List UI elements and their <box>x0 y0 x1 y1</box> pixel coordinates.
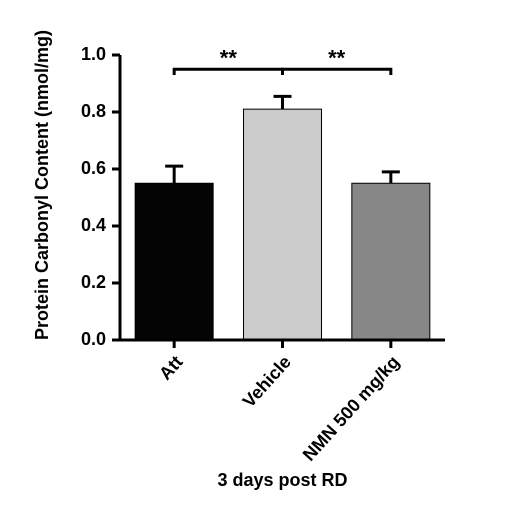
bar-chart-svg: ****0.00.20.40.60.81.0AttVehicleNMN 500 … <box>0 0 513 507</box>
bar <box>244 109 322 340</box>
y-tick-label: 0.2 <box>81 272 106 292</box>
y-axis-label: Protein Carbonyl Content (nmol/mg) <box>32 55 53 340</box>
y-tick-label: 0.6 <box>81 158 106 178</box>
bar <box>352 183 430 340</box>
bar <box>135 183 213 340</box>
significance-label: ** <box>220 45 238 70</box>
chart-container: ****0.00.20.40.60.81.0AttVehicleNMN 500 … <box>0 0 513 507</box>
y-tick-label: 0.4 <box>81 215 106 235</box>
y-tick-label: 0.0 <box>81 329 106 349</box>
y-tick-label: 0.8 <box>81 101 106 121</box>
x-axis-label: 3 days post RD <box>120 470 445 491</box>
significance-label: ** <box>328 45 346 70</box>
y-tick-label: 1.0 <box>81 44 106 64</box>
